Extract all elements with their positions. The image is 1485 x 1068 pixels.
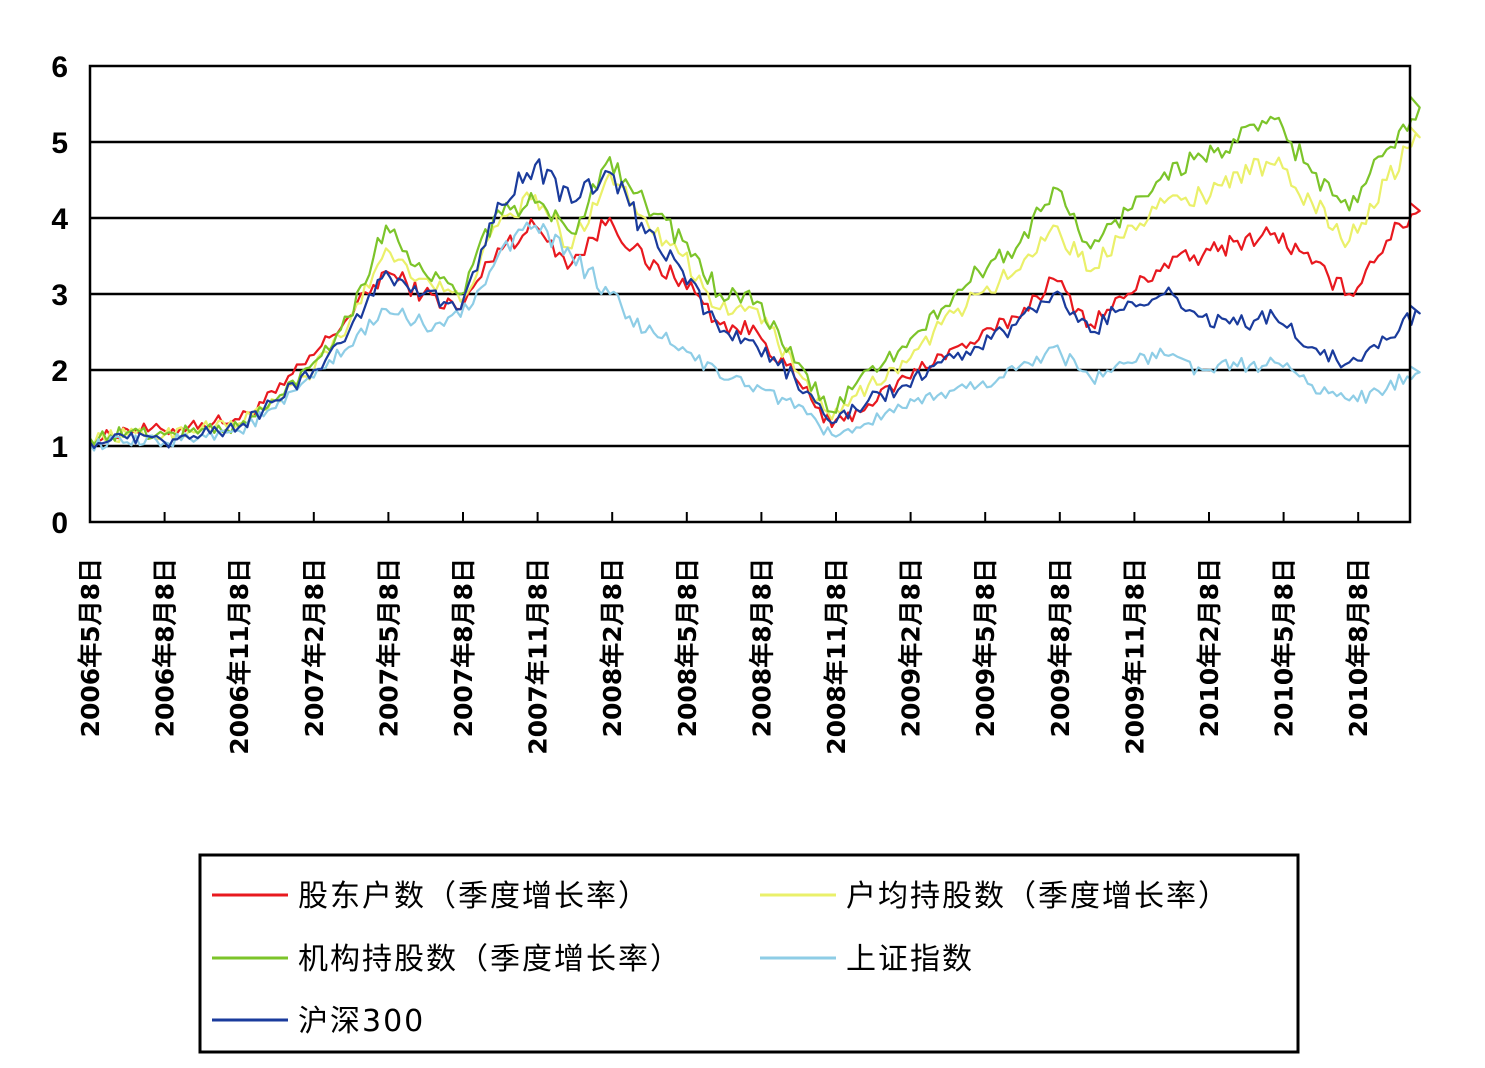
- legend-label: 沪深300: [298, 1004, 425, 1039]
- x-tick-label: 2009年5月8日: [971, 558, 1000, 737]
- x-tick-label: 2008年2月8日: [598, 558, 627, 737]
- x-tick-label: 2010年5月8日: [1270, 558, 1299, 737]
- series-lines: [89, 95, 1421, 452]
- x-tick-label: 2007年8月8日: [449, 558, 478, 737]
- legend-label: 股东户数（季度增长率）: [298, 879, 650, 914]
- x-tick-label: 2010年2月8日: [1195, 558, 1224, 737]
- series-line: [89, 221, 1421, 452]
- y-axis-ticks: 0 1 2 3 4 5 6: [51, 51, 68, 540]
- y-tick-label: 2: [51, 355, 68, 388]
- legend-item: 户均持股数（季度增长率）: [760, 879, 1230, 914]
- x-axis-ticks: 2006年5月8日 2006年8月8日 2006年11月8日 2007年2月8日 200…: [76, 512, 1373, 755]
- series-line: [89, 126, 1421, 446]
- x-tick-label: 2010年8月8日: [1344, 558, 1373, 737]
- x-tick-label: 2009年2月8日: [897, 558, 926, 737]
- x-tick-label: 2007年2月8日: [300, 558, 329, 737]
- y-tick-label: 4: [51, 203, 68, 236]
- legend-item: 上证指数: [760, 942, 974, 977]
- x-tick-label: 2007年11月8日: [524, 558, 553, 755]
- legend-item: 沪深300: [212, 1004, 425, 1039]
- legend-label: 户均持股数（季度增长率）: [846, 879, 1230, 914]
- legend-item: 机构持股数（季度增长率）: [212, 942, 682, 977]
- x-tick-label: 2006年8月8日: [151, 558, 180, 737]
- x-tick-label: 2008年5月8日: [673, 558, 702, 737]
- y-tick-label: 1: [51, 431, 68, 464]
- legend-label: 机构持股数（季度增长率）: [298, 942, 682, 977]
- y-tick-label: 0: [51, 507, 68, 540]
- x-tick-label: 2006年5月8日: [76, 558, 105, 737]
- x-tick-label: 2009年11月8日: [1120, 558, 1149, 755]
- y-tick-label: 3: [51, 279, 68, 312]
- legend-label: 上证指数: [846, 942, 974, 977]
- series-line: [89, 95, 1421, 446]
- series-line: [89, 201, 1421, 449]
- x-tick-label: 2008年11月8日: [822, 558, 851, 755]
- y-tick-label: 5: [51, 127, 68, 160]
- y-tick-label: 6: [51, 51, 68, 84]
- x-tick-label: 2006年11月8日: [225, 558, 254, 755]
- legend: 股东户数（季度增长率） 户均持股数（季度增长率） 机构持股数（季度增长率） 上证…: [198, 853, 1300, 1054]
- x-tick-label: 2009年8月8日: [1046, 558, 1075, 737]
- series-line: [89, 158, 1421, 450]
- legend-item: 股东户数（季度增长率）: [212, 879, 650, 914]
- x-tick-label: 2008年8月8日: [747, 558, 776, 737]
- plot-frame: [88, 64, 1412, 524]
- x-tick-label: 2007年5月8日: [374, 558, 403, 737]
- legend-frame: [198, 853, 1300, 1054]
